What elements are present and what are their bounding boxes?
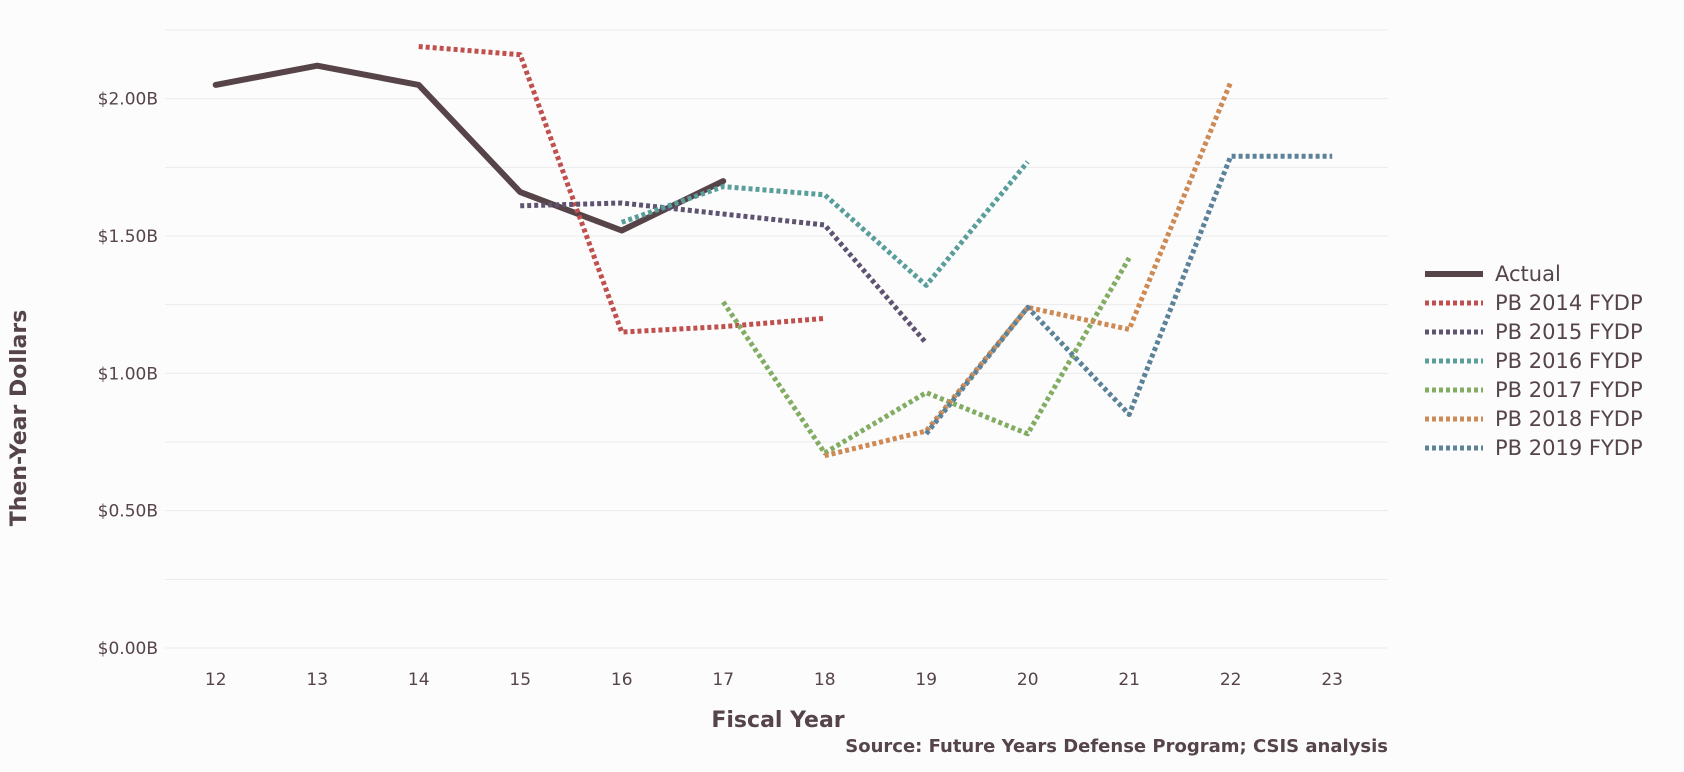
series-line-7: [924, 153, 1333, 436]
y-tick-label: $1.00B: [98, 364, 158, 384]
x-tick-label: 16: [611, 670, 633, 690]
x-tick-label: 15: [509, 670, 531, 690]
legend: Actual PB 2014 FYDP PB 2015 FYDP PB 2016 FY…: [1425, 262, 1643, 460]
x-tick-label: 13: [306, 670, 328, 690]
series-line-5: [721, 256, 1132, 456]
series-line-3: [520, 200, 929, 345]
y-tick-label: $2.00B: [98, 90, 158, 110]
x-tick-label: 23: [1321, 670, 1343, 690]
grid-lines: [165, 29, 1388, 649]
x-axis-ticks: 12 13 14 15 16 17 18 19 20 21 22 23: [205, 670, 1343, 690]
legend-label: PB 2017 FYDP: [1495, 378, 1643, 402]
y-tick-label: $1.50B: [98, 227, 158, 247]
y-tick-label: $0.50B: [98, 502, 158, 522]
legend-label: PB 2019 FYDP: [1495, 436, 1643, 460]
x-tick-label: 12: [205, 670, 227, 690]
legend-label: PB 2018 FYDP: [1495, 407, 1643, 431]
x-tick-label: 19: [915, 670, 937, 690]
x-tick-label: 14: [408, 670, 430, 690]
x-tick-label: 17: [712, 670, 734, 690]
series-line-4: [620, 160, 1030, 288]
y-tick-label: $0.00B: [98, 639, 158, 659]
legend-label: Actual: [1495, 262, 1561, 286]
y-axis-ticks: $0.00B $0.50B $1.00B $1.50B $2.00B: [98, 90, 158, 659]
x-tick-label: 20: [1017, 670, 1039, 690]
x-tick-label: 18: [814, 670, 836, 690]
x-tick-label: 21: [1118, 670, 1140, 690]
series-line-1: [212, 62, 727, 234]
legend-label: PB 2014 FYDP: [1495, 291, 1643, 315]
source-note: Source: Future Years Defense Program; CS…: [845, 736, 1388, 757]
legend-label: PB 2015 FYDP: [1495, 320, 1643, 344]
series-lines: [212, 44, 1333, 459]
y-axis-title: Then-Year Dollars: [7, 310, 32, 527]
x-axis-title: Fiscal Year: [711, 708, 844, 733]
series-line-6: [824, 81, 1234, 459]
legend-label: PB 2016 FYDP: [1495, 349, 1643, 373]
x-tick-label: 22: [1220, 670, 1242, 690]
series-line-2: [418, 44, 825, 335]
